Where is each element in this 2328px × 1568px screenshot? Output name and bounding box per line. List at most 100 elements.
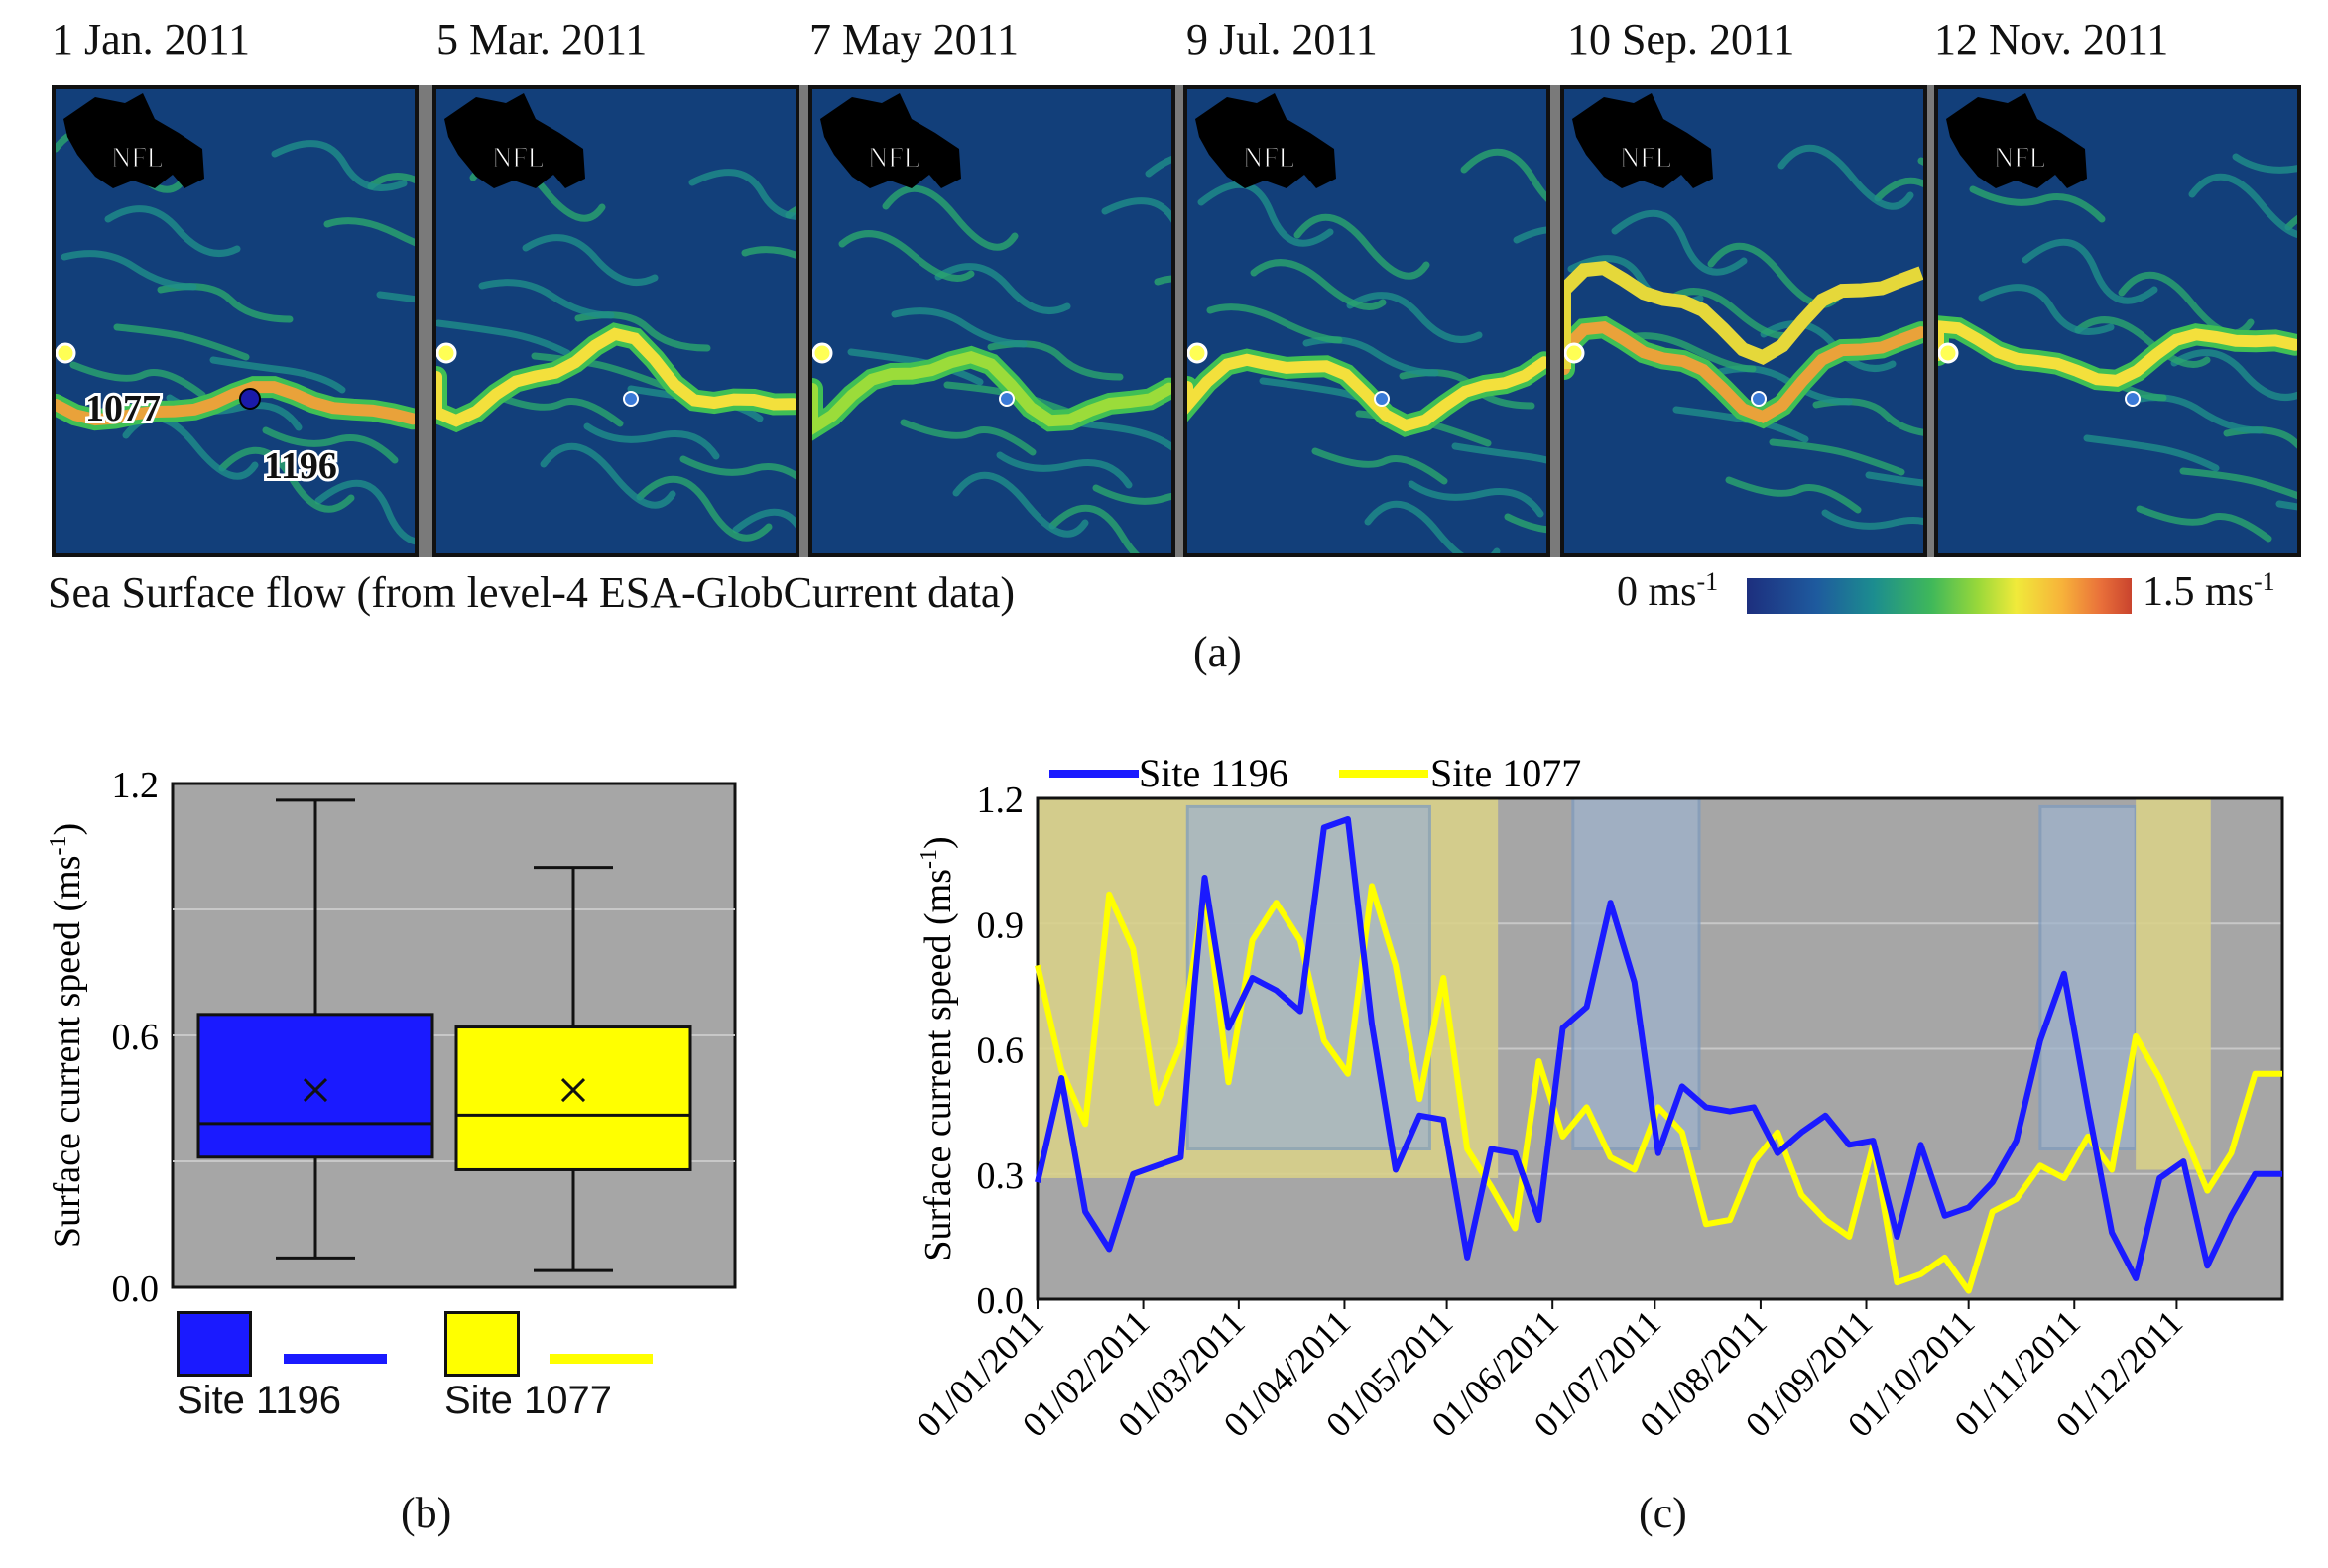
eddy-stream (314, 479, 415, 544)
map-panel: NFL (808, 85, 1175, 557)
eddy-stream (1408, 480, 1544, 518)
legend-swatch-1077 (444, 1311, 520, 1377)
eddy-stream (2074, 316, 2211, 368)
region-label: NFL (492, 143, 545, 174)
box-mean-marker (303, 1077, 328, 1103)
boxplot-y-label: Surface current speed (ms-1) (46, 823, 88, 1248)
box-iqr (454, 1025, 692, 1171)
newfoundland-landmass (444, 93, 585, 188)
date-label-mar: 5 Mar. 2011 (436, 15, 648, 63)
eddy-stream (583, 422, 720, 460)
eddy-stream (741, 246, 796, 259)
eddy-stream (1250, 259, 1387, 310)
site-1077-marker (1187, 342, 1208, 364)
eddy-stream (487, 390, 624, 427)
site-1196-marker (1751, 391, 1767, 407)
timeseries-y-label: Surface current speed (ms-1) (917, 836, 959, 1261)
colorbar-max-label: 1.5 ms-1 (2143, 567, 2275, 615)
legend-label-1077-c: Site 1077 (1430, 751, 1581, 795)
main-current-core (1564, 321, 1923, 423)
site-1077-marker (1938, 342, 1959, 364)
timeseries-y-tick: 0.9 (977, 905, 1025, 946)
site-1196-marker (1374, 391, 1390, 407)
eddy-stream (679, 455, 796, 480)
series-line-1196 (1035, 816, 2282, 1281)
map-panel-image: NFL (1187, 89, 1546, 553)
site-1196-marker (999, 391, 1015, 407)
main-current-core (1187, 353, 1546, 432)
boxplot-y-tick: 0.6 (112, 1017, 160, 1058)
eddy-stream (2083, 434, 2220, 472)
box-mean-marker (560, 1077, 586, 1103)
eddy-stream (1821, 509, 1923, 530)
eddy-stream (1101, 197, 1171, 223)
eddy-stream (882, 184, 1019, 251)
eddy-stream (891, 307, 1028, 348)
eddy-stream (323, 217, 415, 247)
region-label: NFL (1620, 143, 1672, 174)
eddy-stream (376, 291, 415, 303)
eddy-stream (1874, 177, 1923, 202)
eddy-stream (209, 356, 346, 394)
eddy-stream (1346, 292, 1483, 343)
eddy-stream (1865, 471, 1923, 487)
eddy-stream (1460, 148, 1546, 202)
timeseries-y-tick: 0.6 (977, 1030, 1025, 1072)
eddy-stream (478, 279, 615, 319)
legend-line-1196 (284, 1354, 387, 1364)
map-panel: NFL 1077 1196 (52, 85, 419, 557)
eddy-stream (688, 169, 796, 220)
eddy-stream (934, 263, 1071, 314)
panel-caption-a: (a) (1193, 628, 1242, 676)
main-current-core (1938, 320, 2297, 387)
newfoundland-landmass (63, 93, 204, 188)
date-label-sep: 10 Sep. 2011 (1567, 15, 1795, 63)
site-1077-marker (436, 342, 457, 364)
site-label-1077: 1077 (85, 388, 161, 429)
site-1077-marker (1564, 342, 1585, 364)
region-label: NFL (1243, 143, 1295, 174)
eddy-stream (1620, 332, 1757, 373)
panel-caption-b: (b) (401, 1489, 452, 1537)
eddy-stream (1311, 447, 1448, 485)
eddy-stream (2232, 153, 2297, 174)
map-panel: NFL (1560, 85, 1927, 557)
eddy-stream (996, 451, 1133, 489)
site-label-1196: 1196 (264, 445, 337, 487)
date-label-may: 7 May 2011 (809, 15, 1020, 63)
main-current-core (812, 350, 1171, 435)
date-label-jan: 1 Jan. 2011 (52, 15, 251, 63)
eddy-stream (2179, 467, 2297, 500)
region-label: NFL (111, 143, 164, 174)
eddy-stream (1978, 284, 2115, 335)
site-1196-marker (623, 391, 639, 407)
boxplot-y-tick: 0.0 (112, 1268, 160, 1310)
eddy-stream (900, 419, 1037, 456)
site-1077-marker (812, 342, 833, 364)
eddy-stream (732, 508, 796, 534)
newfoundland-landmass (820, 93, 961, 188)
map-panel: NFL (1183, 85, 1550, 557)
map-caption: Sea Surface flow (from level-4 ESA-GlobC… (48, 568, 1016, 617)
newfoundland-landmass (1195, 93, 1336, 188)
legend-label-1196-c: Site 1196 (1139, 751, 1288, 795)
eddy-stream (952, 471, 1089, 538)
map-panel-image: NFL (812, 89, 1171, 553)
map-panel-image: NFL (1564, 89, 1923, 553)
eddy-stream (2136, 505, 2272, 543)
main-current-core (436, 327, 796, 427)
timeseries-y-tick: 1.2 (977, 780, 1025, 821)
eddy-stream (1504, 513, 1546, 534)
site-1077-marker (56, 342, 76, 364)
colorbar (1747, 578, 2132, 614)
eddy-stream (436, 319, 571, 357)
eddy-stream (2188, 173, 2297, 238)
region-label: NFL (868, 143, 920, 174)
panel-caption-c: (c) (1639, 1489, 1687, 1537)
eddy-stream (218, 446, 355, 513)
newfoundland-landmass (1572, 93, 1713, 188)
colorbar-min-label: 0 ms-1 (1617, 567, 1719, 615)
series-line-1077 (1035, 883, 2282, 1294)
legend-line-1077 (550, 1354, 653, 1364)
